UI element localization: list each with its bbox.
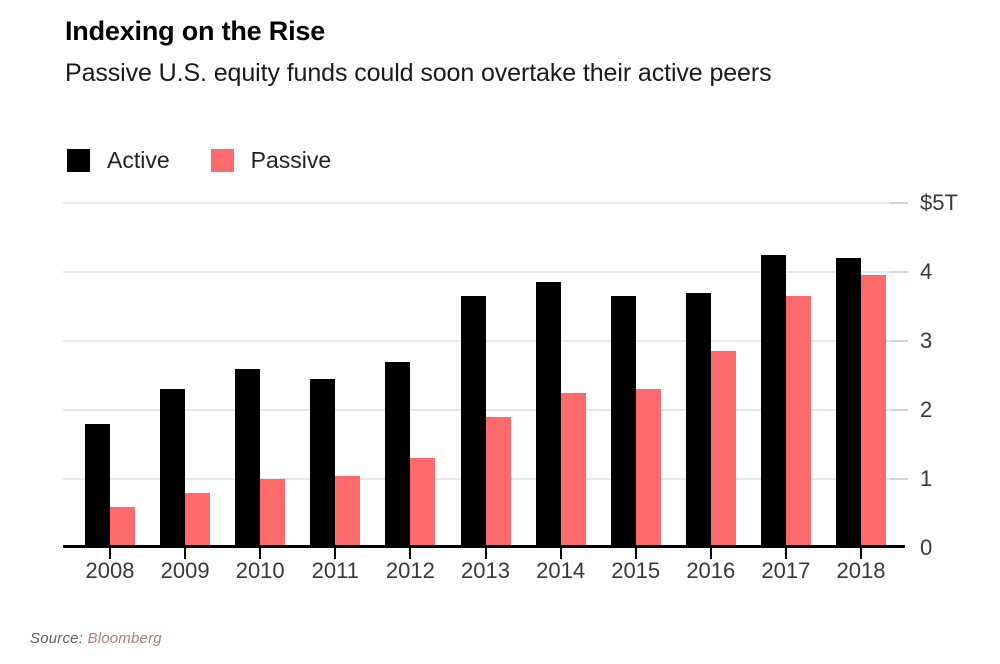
gridline-5: [63, 202, 905, 204]
bar-active-2015: [610, 296, 636, 548]
x-axis-tick-2008: [109, 548, 111, 559]
bar-passive-2016: [710, 351, 736, 548]
x-axis-label-2010: 2010: [235, 558, 285, 583]
bar-active-2011: [310, 379, 336, 548]
chart-subtitle: Passive U.S. equity funds could soon ove…: [65, 59, 772, 87]
y-axis-tick-2: [890, 409, 908, 411]
x-axis-tick-2009: [184, 548, 187, 559]
y-axis-label-5: $5T: [920, 190, 958, 215]
y-axis-label-1: 1: [920, 466, 933, 491]
x-axis-tick-2015: [634, 548, 637, 559]
y-axis-label-3: 3: [920, 328, 933, 353]
x-axis-label-2014: 2014: [536, 558, 586, 583]
plot-area: [63, 202, 908, 559]
bar-passive-2010: [260, 479, 286, 548]
bar-active-2014: [535, 282, 561, 548]
bar-passive-2008: [110, 507, 135, 548]
y-axis-tick-4: [890, 271, 908, 273]
legend: Active Passive: [67, 147, 372, 174]
y-axis-labels: 0 1 2 3 4 $5T: [920, 190, 995, 560]
y-axis-label-2: 2: [920, 397, 933, 422]
x-axis-labels: 2008 2009 2010 2011 2012 2013 2014 2015 2016 2017…: [63, 558, 905, 588]
legend-swatch-active: [67, 149, 90, 172]
x-axis-tick-2010: [259, 548, 262, 559]
y-axis-tick-1: [890, 478, 908, 480]
x-axis-tick-2018: [860, 548, 862, 559]
source-label: Source:: [30, 630, 84, 647]
bar-active-2016: [685, 293, 711, 548]
bar-passive-2014: [560, 393, 586, 548]
x-axis-label-2008: 2008: [85, 558, 135, 583]
x-axis-tick-2012: [409, 548, 412, 559]
y-axis-label-4: 4: [920, 259, 933, 284]
x-axis-label-2016: 2016: [686, 558, 736, 583]
bar-active-2018: [836, 258, 861, 548]
bar-passive-2015: [635, 389, 661, 548]
bar-active-2013: [460, 296, 486, 548]
gridline-4: [63, 271, 905, 273]
x-axis-tick-2016: [709, 548, 712, 559]
bar-passive-2017: [785, 296, 811, 548]
legend-item-passive: Passive: [210, 147, 332, 174]
x-axis-label-2012: 2012: [385, 558, 435, 583]
source-link[interactable]: Bloomberg: [87, 630, 162, 647]
legend-swatch-passive: [210, 149, 234, 172]
chart-title: Indexing on the Rise: [65, 16, 326, 46]
bar-passive-2018: [861, 275, 886, 548]
bar-active-2009: [160, 389, 186, 548]
x-axis-baseline: [63, 545, 905, 548]
source-line: Source: Bloomberg: [30, 630, 162, 647]
bar-passive-2012: [410, 458, 436, 548]
bar-passive-2013: [485, 417, 511, 548]
y-axis-tick-3: [890, 340, 908, 342]
legend-label-passive: Passive: [250, 147, 332, 173]
bar-active-2017: [760, 255, 786, 548]
bar-passive-2011: [335, 476, 361, 548]
legend-item-active: Active: [67, 147, 170, 174]
y-axis-label-0: 0: [920, 535, 933, 560]
x-axis-label-2011: 2011: [311, 558, 359, 583]
x-axis-label-2017: 2017: [761, 558, 811, 583]
x-axis-tick-2017: [784, 548, 787, 559]
bar-passive-2009: [185, 493, 211, 548]
x-axis-tick-2014: [559, 548, 562, 559]
x-axis-tick-2013: [484, 548, 487, 559]
bar-active-2012: [385, 362, 411, 548]
bar-active-2008: [85, 424, 110, 548]
x-axis-label-2009: 2009: [160, 558, 210, 583]
x-axis-label-2013: 2013: [461, 558, 510, 583]
bar-active-2010: [235, 369, 261, 548]
y-axis-tick-5: [890, 202, 908, 204]
x-axis-tick-2011: [334, 548, 337, 559]
x-axis-label-2018: 2018: [836, 558, 886, 583]
legend-label-active: Active: [107, 147, 170, 173]
x-axis-label-2015: 2015: [611, 558, 661, 583]
